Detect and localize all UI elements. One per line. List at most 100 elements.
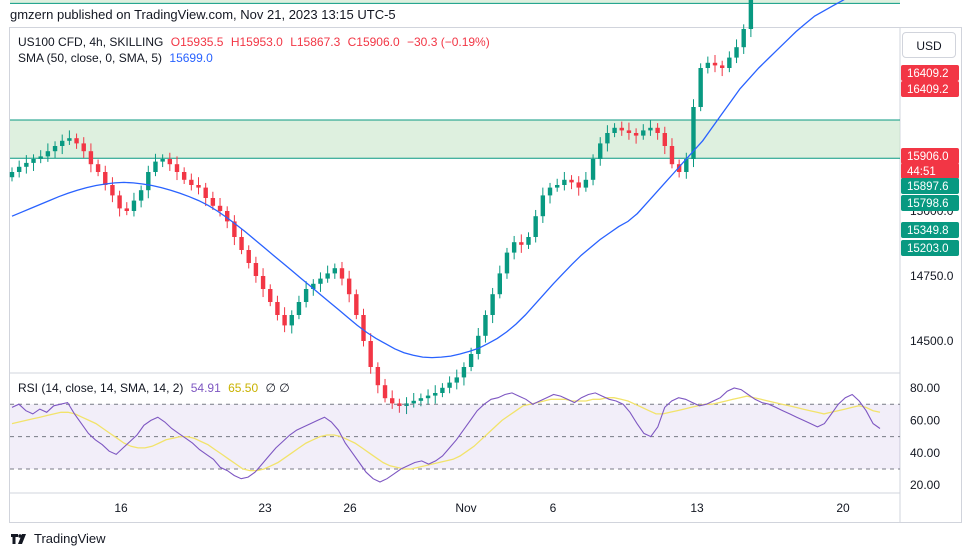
price-tick-label: 14500.0 — [910, 334, 954, 348]
candle-body — [253, 263, 259, 276]
candle-body — [246, 250, 251, 263]
price-label: 44:51 — [907, 166, 936, 178]
candle-body — [741, 29, 746, 48]
candle-body — [490, 294, 495, 315]
candle-body — [217, 205, 223, 211]
price-label: 16409.2 — [907, 84, 949, 96]
sma-line — [11, 0, 845, 359]
candle-body — [712, 62, 718, 66]
candle-body — [346, 278, 352, 295]
rsi-line — [11, 387, 881, 483]
symbol-legend: US100 CFD, 4h, SKILLING O15935.5 H15953.… — [18, 35, 494, 49]
change-value: −30.3 (−0.19%) — [407, 35, 490, 49]
price-label-bg — [901, 65, 959, 81]
candle-body — [662, 133, 667, 146]
candle-body — [239, 237, 244, 250]
candle-body — [210, 198, 216, 206]
sma-label[interactable]: SMA (50, close, 0, SMA, 5) — [18, 51, 163, 65]
candle-body — [275, 302, 280, 315]
candle-body — [669, 146, 675, 165]
candle-body — [110, 185, 115, 196]
candle-body — [569, 179, 574, 183]
rsi-tick-label: 80.00 — [910, 381, 940, 395]
candle-body — [38, 156, 43, 159]
candle-body — [318, 278, 323, 284]
high-value: H15953.0 — [230, 35, 283, 49]
candle-body — [389, 398, 395, 404]
rsi-tick-label: 20.00 — [910, 478, 940, 492]
price-label-bg — [901, 148, 959, 164]
price-tick-label: 14750.0 — [910, 269, 954, 283]
price-label-bg — [901, 81, 959, 97]
candle-body — [734, 47, 739, 58]
price-label: 16409.2 — [907, 68, 949, 80]
zone-1 — [10, 0, 900, 4]
candle-body — [225, 211, 230, 222]
rsi-value: 54.91 — [190, 381, 221, 395]
candle-body — [612, 127, 617, 133]
candle-body — [354, 294, 359, 315]
rsi-ma-line — [11, 395, 881, 472]
candle-body — [598, 143, 603, 159]
candle-body — [454, 377, 459, 383]
candle-body — [260, 276, 266, 289]
candle-body — [296, 302, 302, 315]
candle-body — [31, 159, 36, 163]
candle-body — [719, 65, 725, 68]
candle-body — [81, 143, 86, 152]
candle-body — [655, 127, 660, 133]
candle-body — [203, 187, 208, 198]
candle-body — [45, 151, 51, 157]
candle-body — [511, 242, 517, 253]
currency-button[interactable]: USD — [902, 32, 956, 58]
candle-body — [24, 162, 29, 167]
candle-body — [303, 289, 309, 302]
candle-body — [138, 190, 144, 201]
candle-body — [325, 273, 330, 279]
footer: TradingView — [10, 531, 106, 546]
candle-body — [554, 185, 560, 188]
candle-body — [504, 252, 510, 274]
candle-body — [684, 159, 689, 172]
price-label: 15203.0 — [907, 243, 949, 255]
candle-body — [497, 273, 503, 295]
candle-body — [447, 382, 452, 388]
sma-value: 15699.0 — [169, 51, 213, 65]
symbol-title[interactable]: US100 CFD, 4h, SKILLING — [18, 35, 164, 49]
candle-body — [476, 335, 481, 354]
candle-body — [60, 140, 65, 146]
time-tick-label: 6 — [550, 501, 557, 515]
candle-body — [433, 393, 438, 396]
candle-body — [339, 268, 345, 279]
candle-body — [605, 133, 610, 144]
candle-body — [519, 242, 524, 245]
rsi-tick-label: 60.00 — [910, 413, 940, 427]
candle-body — [174, 164, 180, 172]
rsi-label[interactable]: RSI (14, close, 14, SMA, 14, 2) — [18, 381, 184, 395]
candle-body — [483, 315, 488, 336]
price-label-bg — [901, 222, 959, 238]
candle-body — [74, 138, 79, 144]
candle-body — [590, 159, 596, 180]
time-tick-label: Nov — [455, 501, 476, 515]
candle-body — [117, 195, 122, 209]
chart-frame — [9, 27, 962, 523]
close-value: C15906.0 — [347, 35, 400, 49]
time-tick-label: 13 — [690, 501, 704, 515]
candle-body — [404, 403, 409, 406]
candle-body — [268, 289, 273, 302]
price-label: 15798.6 — [907, 198, 949, 210]
candle-body — [425, 395, 431, 399]
candle-body — [626, 130, 632, 133]
price-label-bg — [901, 240, 959, 256]
footer-brand[interactable]: TradingView — [34, 531, 106, 546]
candle-body — [311, 283, 316, 289]
candle-body — [196, 185, 201, 188]
candle-body — [691, 107, 696, 159]
candle-body — [727, 57, 732, 68]
candle-body — [167, 159, 173, 165]
open-value: O15935.5 — [170, 35, 224, 49]
candle-body — [468, 354, 474, 367]
candle-body — [648, 127, 653, 131]
